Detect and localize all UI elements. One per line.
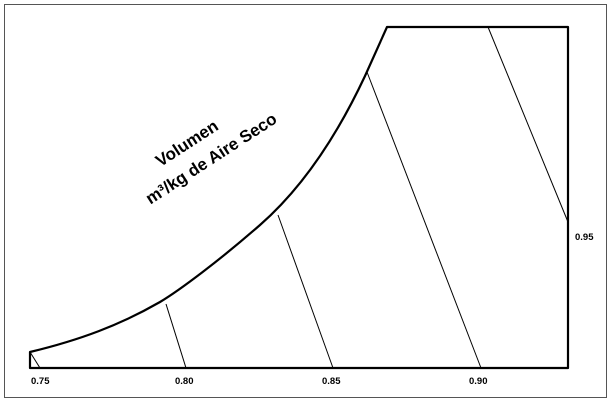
- volume-line-095: [487, 26, 569, 223]
- tick-label-080: 0.80: [175, 376, 194, 387]
- tick-label-095: 0.95: [575, 232, 594, 243]
- volume-line-080: [165, 303, 187, 369]
- tick-label-085: 0.85: [322, 376, 341, 387]
- tick-label-090: 0.90: [469, 376, 488, 387]
- saturation-curve-boundary: [28, 25, 570, 370]
- volume-line-075: [29, 351, 41, 369]
- tick-label-075: 0.75: [31, 376, 50, 387]
- volume-line-085: [277, 214, 334, 369]
- volume-line-090: [366, 71, 482, 369]
- diagram-frame: [4, 4, 607, 398]
